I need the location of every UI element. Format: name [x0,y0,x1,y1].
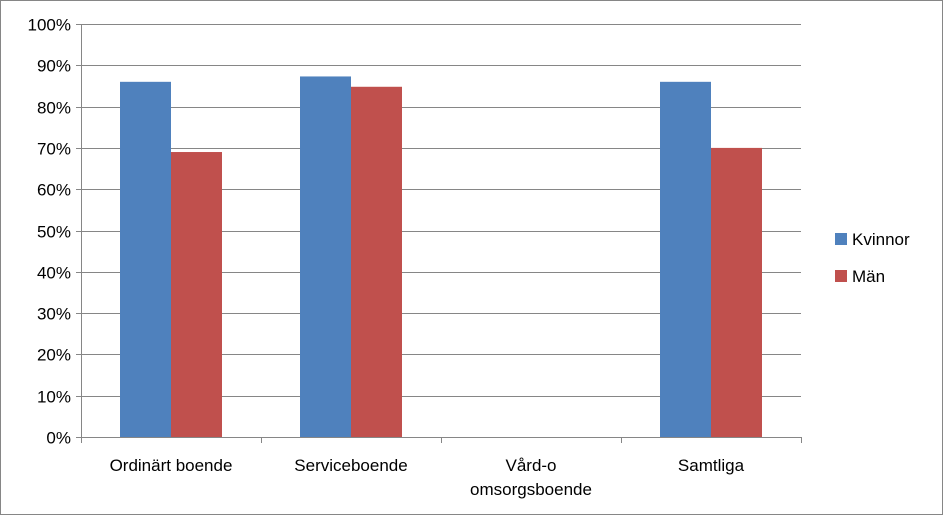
y-tick-label: 0% [46,429,71,448]
y-tick-label: 80% [37,99,71,118]
bar-kvinnor-3 [660,81,711,437]
y-tick-label: 100% [28,16,71,35]
bar-kvinnor-1 [300,76,351,438]
bars [120,76,762,438]
axes [76,24,802,443]
legend-label-män: Män [852,267,885,286]
x-tick-label: Serviceboende [294,456,407,475]
bar-kvinnor-0 [120,81,171,437]
bar-män-0 [171,152,222,437]
x-tick-label: Vård-o [505,456,556,475]
y-tick-label: 60% [37,181,71,200]
bar-män-1 [351,86,402,437]
y-tick-label: 50% [37,223,71,242]
y-tick-label: 20% [37,346,71,365]
y-tick-label: 30% [37,305,71,324]
legend-swatch-män [835,270,847,282]
y-tick-label: 90% [37,57,71,76]
legend-label-kvinnor: Kvinnor [852,230,910,249]
y-tick-labels: 0% 10% 20% 30% 40% 50% 60% 70% 80% 90% 100% [28,16,71,448]
x-tick-labels: Ordinärt boende Serviceboende Vård-o omsorg… [110,456,745,499]
y-tick-label: 70% [37,140,71,159]
bar-män-3 [711,147,762,437]
x-tick-label: omsorgsboende [470,480,592,499]
x-tick-label: Ordinärt boende [110,456,233,475]
y-tick-label: 40% [37,264,71,283]
x-tick-label: Samtliga [678,456,745,475]
legend: Kvinnor Män [835,230,910,286]
legend-swatch-kvinnor [835,233,847,245]
y-tick-label: 10% [37,388,71,407]
